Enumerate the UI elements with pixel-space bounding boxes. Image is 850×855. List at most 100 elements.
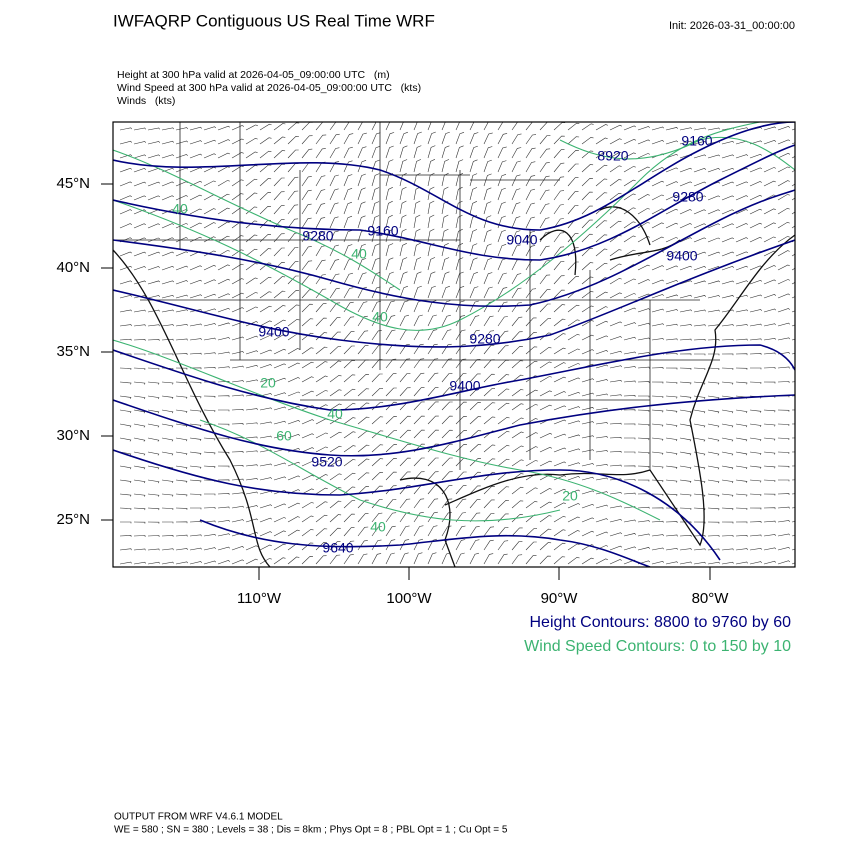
wind-barb bbox=[567, 503, 581, 509]
wind-barb bbox=[763, 337, 776, 341]
wind-barb bbox=[175, 521, 188, 524]
wind-barb bbox=[175, 323, 188, 327]
wind-barb bbox=[161, 493, 174, 497]
wind-barb bbox=[343, 230, 353, 243]
wind-barb bbox=[511, 527, 523, 537]
wind-barb bbox=[567, 489, 580, 495]
wind-barb bbox=[637, 381, 650, 384]
wind-barb bbox=[357, 146, 367, 159]
wind-barb bbox=[567, 191, 579, 201]
wind-barb bbox=[357, 215, 366, 229]
wind-barb bbox=[539, 274, 551, 285]
wind-barb bbox=[511, 360, 524, 369]
wind-barb bbox=[147, 493, 160, 497]
wind-barb bbox=[539, 148, 551, 159]
wind-barb bbox=[483, 416, 496, 425]
field-line: Wind Speed at 300 hPa valid at 2026-04-0… bbox=[117, 82, 421, 94]
wind-barb bbox=[329, 259, 340, 271]
wind-barb bbox=[707, 154, 721, 159]
wind-barb bbox=[735, 181, 749, 187]
wind-barb bbox=[777, 366, 790, 369]
wind-barb bbox=[693, 154, 707, 159]
wind-barb bbox=[735, 465, 748, 470]
wind-barb bbox=[763, 279, 776, 285]
wind-barb bbox=[735, 521, 748, 524]
wind-barb bbox=[581, 530, 594, 537]
wind-barb bbox=[259, 123, 272, 131]
wind-barb bbox=[511, 188, 521, 201]
wind-barb bbox=[385, 243, 394, 257]
wind-barb bbox=[371, 132, 381, 145]
wind-barb bbox=[413, 401, 425, 411]
wind-barb bbox=[595, 291, 608, 299]
wind-barb bbox=[273, 392, 287, 397]
wind-barb bbox=[301, 332, 314, 341]
wind-barb bbox=[441, 243, 449, 257]
wind-barb bbox=[217, 423, 230, 426]
wind-barb bbox=[301, 515, 314, 523]
wind-barb bbox=[217, 278, 230, 285]
lon-label: 100°W bbox=[386, 590, 432, 607]
wind-barb bbox=[455, 186, 463, 201]
wind-barb bbox=[273, 319, 286, 327]
wind-barb bbox=[315, 514, 328, 523]
wind-barb bbox=[385, 387, 397, 397]
height-contour bbox=[113, 144, 795, 261]
wind-barb bbox=[441, 300, 451, 313]
wind-barb bbox=[693, 381, 706, 385]
gulf-atlantic-coast bbox=[444, 234, 795, 547]
wind-barb bbox=[497, 513, 509, 523]
wind-barb bbox=[455, 200, 463, 215]
wind-barb bbox=[371, 243, 380, 257]
wind-barb bbox=[497, 272, 507, 285]
wind-barb bbox=[120, 521, 132, 524]
wind-barb bbox=[343, 244, 353, 257]
wind-barb bbox=[679, 251, 692, 257]
wind-barb bbox=[133, 141, 147, 145]
wind-barb bbox=[147, 127, 160, 131]
wind-barb bbox=[329, 161, 340, 173]
wind-barb bbox=[581, 137, 594, 145]
wind-barb bbox=[567, 233, 579, 243]
wind-barb bbox=[315, 189, 326, 201]
wind-barb bbox=[525, 188, 535, 201]
wind-barb bbox=[315, 501, 328, 509]
wind-barb bbox=[301, 246, 312, 257]
wind-barb bbox=[525, 317, 537, 327]
wind-barb bbox=[273, 276, 286, 285]
wind-barb bbox=[287, 204, 299, 215]
wind-barb bbox=[735, 223, 748, 229]
wind-barb bbox=[651, 236, 664, 243]
wind-barb bbox=[441, 122, 446, 131]
wind-barb bbox=[385, 187, 393, 201]
wind-barb bbox=[455, 243, 464, 257]
wind-barb bbox=[259, 544, 272, 551]
wind-barb bbox=[581, 291, 594, 299]
wind-barb bbox=[483, 122, 489, 131]
wind-barb bbox=[259, 164, 272, 173]
height-contour-label: 9400 bbox=[666, 248, 697, 264]
wind-barb bbox=[455, 443, 468, 453]
wind-barb bbox=[539, 404, 552, 411]
wind-barb bbox=[777, 166, 790, 173]
wind-barb bbox=[273, 420, 286, 425]
lat-label: 35°N bbox=[56, 343, 90, 360]
speed-contour bbox=[113, 122, 761, 331]
wind-barb bbox=[624, 437, 636, 440]
wind-barb bbox=[721, 493, 734, 497]
wind-barb bbox=[413, 498, 425, 509]
wind-barb bbox=[357, 513, 369, 523]
wind-barb bbox=[259, 234, 272, 243]
wind-barb bbox=[665, 140, 679, 145]
wind-barb bbox=[343, 417, 356, 425]
wind-barb bbox=[203, 337, 216, 341]
wind-barb bbox=[623, 278, 636, 285]
wind-barb bbox=[357, 402, 370, 411]
wind-barb bbox=[581, 247, 594, 257]
title: IWFAQRP Contiguous US Real Time WRF bbox=[113, 11, 435, 30]
wind-barb bbox=[287, 475, 300, 481]
wind-barb bbox=[609, 179, 622, 187]
wind-barb bbox=[273, 191, 285, 201]
wind-barb bbox=[301, 376, 314, 383]
wind-barb bbox=[329, 244, 339, 257]
